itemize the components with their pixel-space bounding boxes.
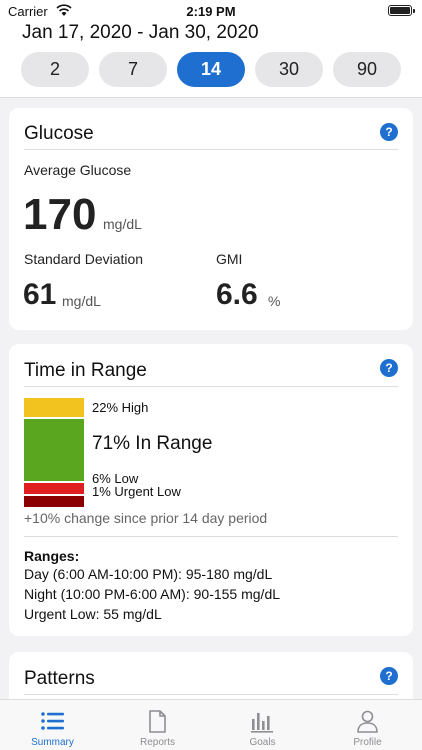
bar-chart-icon: [251, 713, 273, 733]
tab-goals[interactable]: Goals: [210, 700, 315, 750]
glucose-divider: [24, 149, 398, 150]
range-day: Day (6:00 AM-10:00 PM): 95-180 mg/dL: [24, 566, 273, 582]
date-header: Jan 17, 2020 - Jan 30, 2020 2 7 14 30 90: [0, 22, 422, 98]
sd-value: 61: [23, 278, 57, 311]
glucose-card: Glucose ? Average Glucose 170 mg/dL Stan…: [9, 108, 413, 330]
average-glucose-value: 170: [23, 190, 97, 239]
period-tab-90[interactable]: 90: [333, 52, 401, 87]
in-range-label: 71% In Range: [92, 433, 213, 454]
time-in-range-card: Time in Range ? 22% High 71% In Range 6%…: [9, 344, 413, 636]
urgent-low-bar: [24, 496, 84, 507]
change-text: +10% change since prior 14 day period: [24, 510, 268, 526]
average-glucose-label: Average Glucose: [24, 162, 132, 178]
period-tab-14[interactable]: 14: [177, 52, 245, 87]
patterns-divider: [24, 694, 398, 695]
ranges-title: Ranges:: [24, 548, 80, 564]
range-night: Night (10:00 PM-6:00 AM): 90-155 mg/dL: [24, 586, 281, 602]
tab-summary-label: Summary: [31, 737, 74, 748]
gmi-value: 6.6: [216, 278, 258, 311]
high-bar: [24, 398, 84, 417]
average-glucose-unit: mg/dL: [103, 216, 142, 232]
low-bar: [24, 483, 84, 494]
range-urgent-low: Urgent Low: 55 mg/dL: [24, 606, 162, 622]
time-in-range-divider: [24, 386, 398, 387]
tab-goals-label: Goals: [249, 737, 276, 748]
period-tab-30[interactable]: 30: [255, 52, 323, 87]
tab-summary[interactable]: Summary: [0, 700, 105, 750]
document-icon: [149, 710, 166, 733]
wifi-icon: [56, 4, 72, 16]
in-range-bar: [24, 419, 84, 481]
period-selector: 2 7 14 30 90: [21, 52, 401, 87]
high-label: 22% High: [92, 400, 149, 415]
glucose-help-icon[interactable]: ?: [380, 123, 398, 141]
time-in-range-title: Time in Range: [24, 360, 147, 381]
patterns-title: Patterns: [24, 668, 95, 689]
battery-icon: [388, 5, 415, 16]
period-tab-7[interactable]: 7: [99, 52, 167, 87]
ranges-divider: [24, 536, 398, 537]
sd-label: Standard Deviation: [24, 251, 144, 267]
tab-reports[interactable]: Reports: [105, 700, 210, 750]
gmi-label: GMI: [216, 251, 243, 267]
tab-profile[interactable]: Profile: [315, 700, 420, 750]
tab-bar: Summary Reports Goals Profile: [0, 699, 422, 750]
status-bar: Carrier 2:19 PM: [0, 0, 422, 22]
gmi-unit: %: [268, 293, 281, 309]
period-tab-2[interactable]: 2: [21, 52, 89, 87]
patterns-help-icon[interactable]: ?: [380, 667, 398, 685]
date-range: Jan 17, 2020 - Jan 30, 2020: [22, 22, 259, 43]
tab-reports-label: Reports: [139, 737, 175, 748]
list-icon: [41, 712, 64, 730]
person-icon: [357, 710, 378, 733]
carrier-label: Carrier: [8, 4, 48, 19]
glucose-title: Glucose: [24, 123, 94, 144]
status-time: 2:19 PM: [186, 4, 236, 19]
low-label: 6% Low: [92, 471, 139, 486]
urgent-low-label: 1% Urgent Low: [92, 484, 181, 499]
sd-unit: mg/dL: [62, 293, 101, 309]
tab-profile-label: Profile: [353, 737, 382, 748]
time-in-range-help-icon[interactable]: ?: [380, 359, 398, 377]
